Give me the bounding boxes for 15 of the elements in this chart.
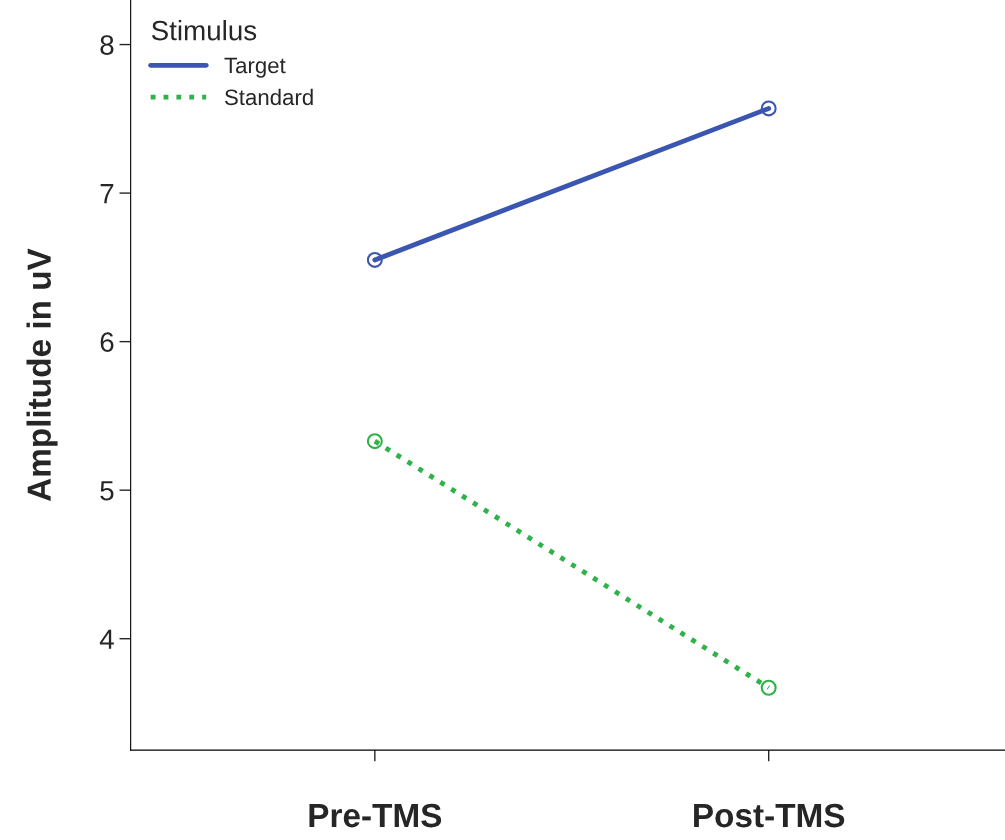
point xyxy=(760,679,777,696)
point xyxy=(366,433,383,450)
legend-label: Standard xyxy=(224,88,313,106)
y-tick-label: 6 xyxy=(100,332,114,352)
legend-label: Target xyxy=(224,57,286,78)
y-tick-label: 7 xyxy=(100,184,114,204)
y-axis-title: Amplitude in uV xyxy=(26,248,58,502)
y-tick-label: 8 xyxy=(100,35,114,55)
y-tick-label: 5 xyxy=(100,481,114,501)
y-tick-label: 4 xyxy=(99,629,114,649)
x-tick-label: Pre-TMS xyxy=(309,803,442,828)
point xyxy=(366,251,383,268)
legend-title: Stimulus xyxy=(151,20,257,41)
x-tick-label: Post-TMS xyxy=(694,803,845,828)
point xyxy=(760,100,777,117)
